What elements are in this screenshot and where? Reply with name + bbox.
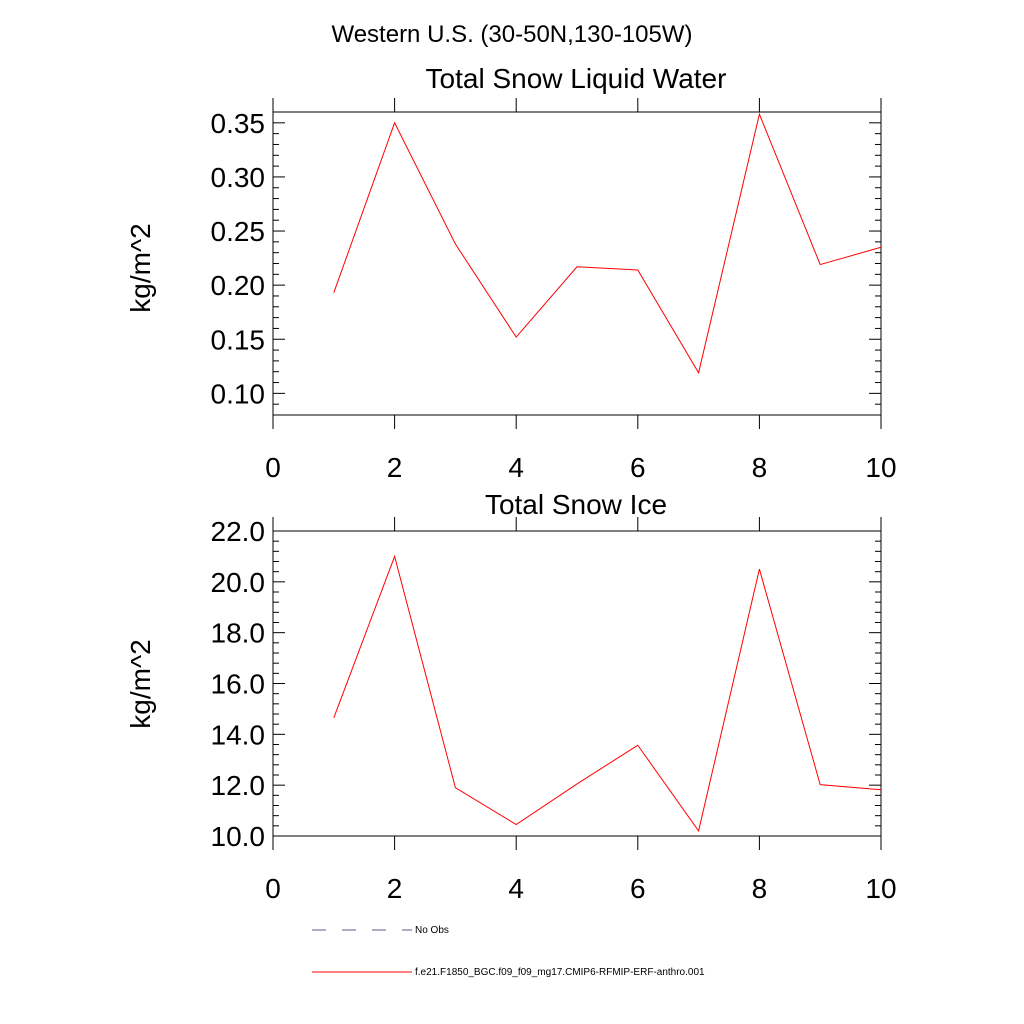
panel-title: Total Snow Ice xyxy=(485,489,667,520)
y-tick-label: 0.15 xyxy=(211,324,266,355)
panel-snow-liquid-water: Total Snow Liquid Water kg/m^2 0.10 0.15 0… xyxy=(125,63,897,483)
x-tick-label: 2 xyxy=(387,873,403,904)
legend-label-model: f.e21.F1850_BGC.f09_f09_mg17.CMIP6-RFMIP… xyxy=(415,967,705,978)
plot-frame xyxy=(272,530,882,837)
y-tick-label: 0.35 xyxy=(211,108,266,139)
x-tick-label: 4 xyxy=(508,873,524,904)
y-tick-label: 12.0 xyxy=(211,770,266,801)
x-tick-label: 8 xyxy=(752,452,768,483)
y-axis-label: kg/m^2 xyxy=(125,639,156,728)
y-axis-label: kg/m^2 xyxy=(125,223,156,312)
y-tick-label: 0.30 xyxy=(211,162,266,193)
y-tick-label: 16.0 xyxy=(211,669,266,700)
y-tick-label: 22.0 xyxy=(211,516,266,547)
legend: No Obs f.e21.F1850_BGC.f09_f09_mg17.CMIP… xyxy=(312,925,705,978)
plot-frame xyxy=(272,111,882,416)
y-tick-label: 10.0 xyxy=(211,821,266,852)
x-tick-label: 0 xyxy=(265,452,281,483)
x-tick-label: 6 xyxy=(630,873,646,904)
x-tick-label: 8 xyxy=(752,873,768,904)
y-tick-label: 14.0 xyxy=(211,719,266,750)
x-tick-label: 10 xyxy=(865,452,896,483)
panel-title: Total Snow Liquid Water xyxy=(426,63,727,94)
x-tick-label: 2 xyxy=(387,452,403,483)
y-tick-label: 20.0 xyxy=(211,567,266,598)
x-tick-label: 0 xyxy=(265,873,281,904)
series-line xyxy=(333,112,882,375)
figure-suptitle: Western U.S. (30-50N,130-105W) xyxy=(331,21,692,48)
y-tick-label: 0.25 xyxy=(211,216,266,247)
x-tick-label: 4 xyxy=(508,452,524,483)
series-line xyxy=(333,554,882,833)
x-tick-label: 10 xyxy=(865,873,896,904)
y-tick-label: 18.0 xyxy=(211,618,266,649)
x-tick-label: 6 xyxy=(630,452,646,483)
y-tick-label: 0.10 xyxy=(211,378,266,409)
legend-label-no-obs: No Obs xyxy=(415,925,449,936)
y-tick-label: 0.20 xyxy=(211,270,266,301)
panel-snow-ice: Total Snow Ice kg/m^2 10.0 12.0 14.0 16.0 18… xyxy=(125,489,897,904)
